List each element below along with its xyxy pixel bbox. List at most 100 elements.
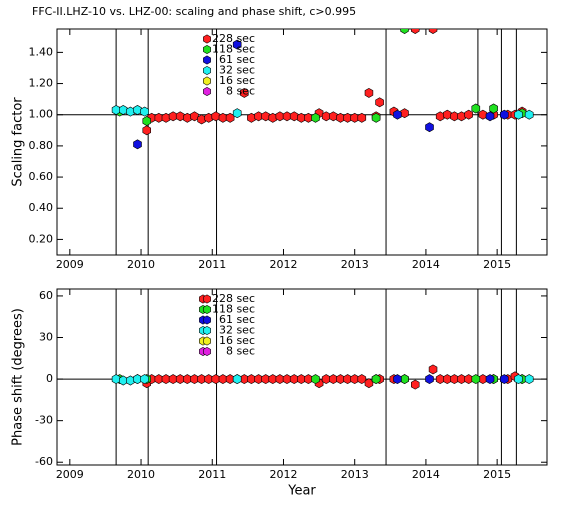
y-axis-label: Scaling factor xyxy=(11,97,26,187)
point xyxy=(442,109,452,120)
y-tick-label: -60 xyxy=(35,455,53,468)
point xyxy=(304,374,313,385)
chart-title: FFC-II.LHZ-10 vs. LHZ-00: scaling and ph… xyxy=(32,5,356,18)
point xyxy=(183,112,192,123)
legend-marker xyxy=(203,325,211,336)
x-tick-label: 2015 xyxy=(483,468,511,481)
legend-label: 228 sec xyxy=(212,292,255,305)
point xyxy=(329,374,338,385)
point xyxy=(218,112,228,123)
point xyxy=(254,374,263,385)
x-tick-label: 2009 xyxy=(56,468,84,481)
point xyxy=(524,109,534,120)
legend-label: 16 sec xyxy=(219,334,255,347)
point xyxy=(126,106,135,117)
y-tick-label: 1.00 xyxy=(29,108,54,121)
y-tick-label: 30 xyxy=(39,331,53,344)
point xyxy=(232,374,242,385)
legend-label: 8 sec xyxy=(226,85,255,98)
point xyxy=(371,374,381,385)
point xyxy=(140,374,149,385)
x-tick-label: 2012 xyxy=(269,258,297,271)
legend-marker xyxy=(203,304,211,315)
y-tick-label: 1.40 xyxy=(29,45,54,58)
point xyxy=(471,103,481,114)
point xyxy=(393,109,402,120)
point xyxy=(311,374,320,385)
point xyxy=(478,109,488,120)
point xyxy=(400,374,409,385)
point xyxy=(232,108,242,119)
x-tick-label: 2009 xyxy=(56,258,84,271)
point xyxy=(254,111,263,122)
legend-marker xyxy=(203,76,211,86)
point xyxy=(304,112,313,123)
point xyxy=(425,374,434,385)
plot-frame xyxy=(56,288,548,466)
point xyxy=(343,374,352,385)
legend-label: 61 sec xyxy=(219,53,255,66)
point xyxy=(126,375,135,386)
point xyxy=(311,112,320,123)
legend-marker xyxy=(203,294,211,304)
legend-marker xyxy=(203,65,211,76)
point xyxy=(211,111,221,122)
y-tick-label: 0 xyxy=(46,372,53,385)
point xyxy=(183,374,192,385)
point xyxy=(289,374,299,385)
legend-label: 118 sec xyxy=(212,43,255,56)
legend-label: 118 sec xyxy=(212,303,255,316)
y-tick-label: 0.40 xyxy=(29,201,54,214)
panel: Phase shift (degrees) Year 2009 2010 2011 201… xyxy=(11,288,548,499)
point xyxy=(450,111,459,122)
legend-marker xyxy=(203,55,211,65)
point xyxy=(343,112,352,123)
y-tick-label: -30 xyxy=(35,414,53,427)
point xyxy=(499,109,509,120)
point xyxy=(190,111,199,122)
point xyxy=(425,122,434,133)
point xyxy=(111,374,121,385)
point xyxy=(232,39,242,50)
y-tick-label: 0.80 xyxy=(29,139,54,152)
point xyxy=(489,103,498,114)
point xyxy=(375,97,384,108)
point xyxy=(133,105,142,115)
legend-marker xyxy=(203,336,211,346)
point xyxy=(514,374,523,385)
legend-label: 16 sec xyxy=(219,74,255,87)
point xyxy=(371,112,381,123)
point xyxy=(400,29,409,34)
point xyxy=(111,105,121,115)
point xyxy=(410,29,420,34)
point xyxy=(336,112,345,123)
point xyxy=(457,111,466,122)
point xyxy=(296,112,306,123)
point xyxy=(142,125,151,136)
legend-label: 32 sec xyxy=(219,64,255,77)
point xyxy=(428,364,438,375)
legend-marker xyxy=(203,86,211,97)
point xyxy=(247,374,256,385)
x-tick-label: 2011 xyxy=(198,468,226,481)
point xyxy=(282,374,292,385)
point xyxy=(321,374,331,385)
x-axis-label: Year xyxy=(287,484,316,499)
point xyxy=(296,374,306,385)
x-tick-label: 2010 xyxy=(127,468,155,481)
x-tick-label: 2013 xyxy=(341,258,369,271)
y-tick-label: 60 xyxy=(39,289,53,302)
x-tick-label: 2011 xyxy=(198,258,226,271)
legend-marker xyxy=(203,315,211,325)
point xyxy=(142,116,151,126)
plot-frame xyxy=(56,28,548,256)
legend-marker xyxy=(203,346,211,357)
point xyxy=(175,111,185,122)
point xyxy=(268,112,278,123)
point xyxy=(428,29,438,34)
legend-marker xyxy=(203,44,211,55)
point xyxy=(514,109,523,120)
point xyxy=(400,108,409,119)
point xyxy=(464,374,473,385)
